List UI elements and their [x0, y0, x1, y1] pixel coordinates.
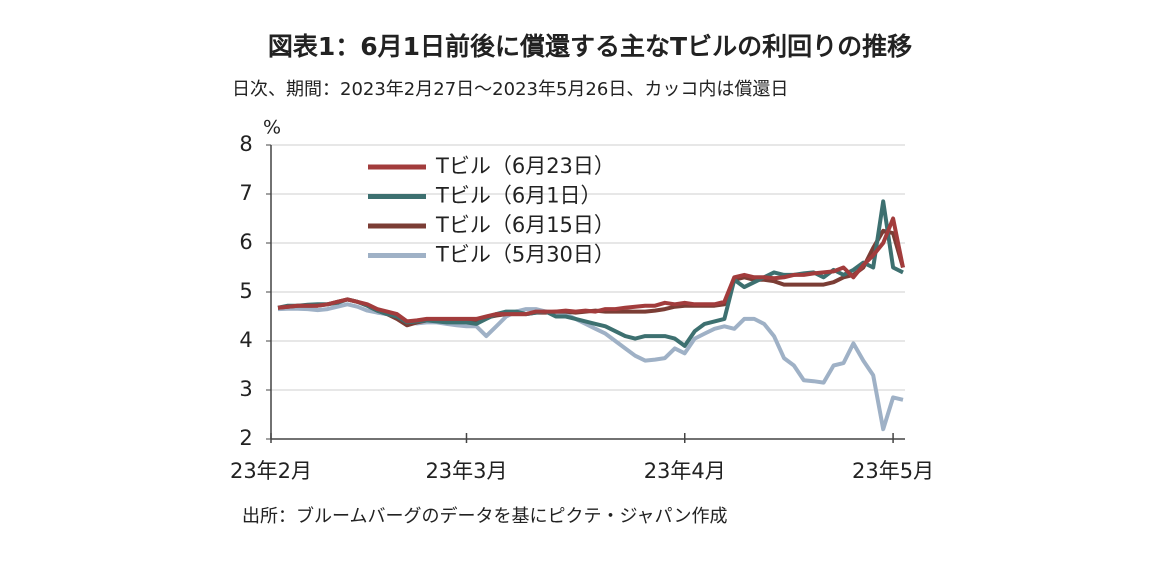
y-axis-title: % — [263, 117, 281, 139]
chart-title: 図表1：6月1日前後に償還する主なTビルの利回りの推移 — [268, 32, 912, 61]
x-tick-label: 23年4月 — [644, 459, 726, 483]
y-tick-label: 2 — [239, 426, 252, 450]
legend-label: Tビル（6月1日） — [435, 184, 602, 208]
legend-label: Tビル（5月30日） — [435, 243, 615, 267]
x-tick-label: 23年3月 — [425, 459, 507, 483]
legend-label: Tビル（6月23日） — [435, 154, 615, 178]
y-tick-label: 7 — [239, 181, 252, 205]
y-tick-label: 3 — [239, 377, 252, 401]
chart-subtitle: 日次、期間：2023年2月27日～2023年5月26日、カッコ内は償還日 — [232, 79, 788, 100]
y-tick-label: 8 — [239, 132, 252, 156]
series-line — [277, 216, 905, 324]
y-tick-label: 6 — [239, 230, 252, 254]
x-tick-label: 23年2月 — [230, 459, 312, 483]
y-tick-label: 4 — [239, 328, 252, 352]
x-tick-label: 23年5月 — [852, 459, 934, 483]
legend-label: Tビル（6月15日） — [435, 213, 615, 237]
source-note: 出所：ブルームバーグのデータを基にピクテ・ジャパン作成 — [242, 505, 727, 527]
y-tick-label: 5 — [239, 279, 252, 303]
